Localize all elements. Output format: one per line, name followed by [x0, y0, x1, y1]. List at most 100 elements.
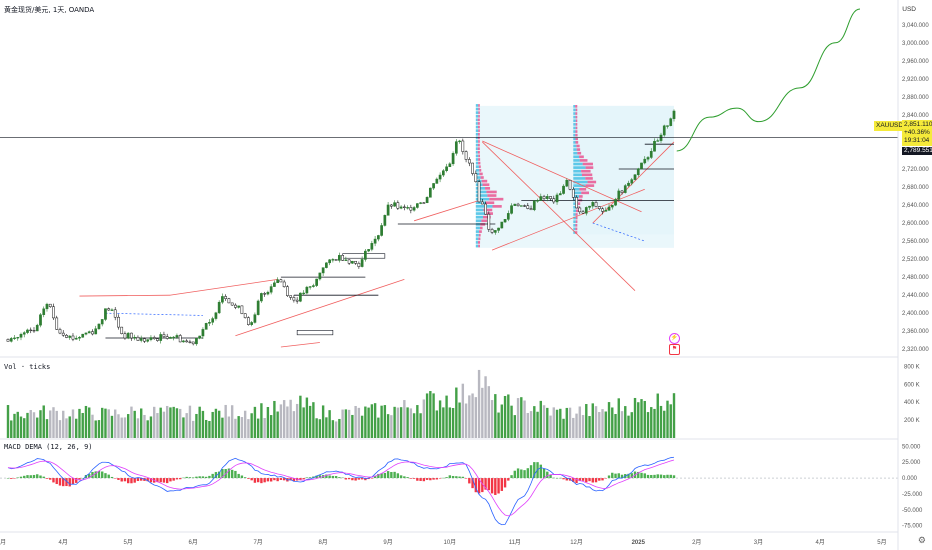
candle[interactable] [178, 335, 182, 343]
candle[interactable] [643, 158, 647, 164]
candle[interactable] [396, 202, 400, 209]
candle[interactable] [364, 250, 367, 260]
candle[interactable] [607, 206, 611, 211]
candle[interactable] [9, 338, 13, 342]
candle[interactable] [558, 193, 562, 196]
candle[interactable] [227, 298, 231, 304]
candle[interactable] [344, 259, 348, 261]
candle[interactable] [188, 341, 192, 343]
signal-line[interactable] [7, 459, 675, 517]
candle[interactable] [497, 227, 500, 231]
candle[interactable] [419, 202, 422, 204]
candle[interactable] [451, 153, 455, 165]
dashed-trend-line[interactable] [105, 312, 203, 316]
candle[interactable] [325, 262, 328, 268]
candle[interactable] [123, 333, 127, 339]
trend-line[interactable] [413, 200, 480, 222]
candle[interactable] [536, 200, 539, 202]
macd-indicator-label[interactable]: MACD DEMA (12, 26, 9) [4, 443, 93, 451]
candle[interactable] [506, 213, 510, 220]
candle[interactable] [636, 168, 640, 176]
candle[interactable] [532, 200, 536, 211]
candle[interactable] [195, 337, 198, 345]
candle[interactable] [331, 259, 335, 261]
candle[interactable] [474, 173, 478, 182]
candle[interactable] [539, 196, 543, 201]
symbol-header[interactable]: 黄金现货/美元, 1天, OANDA [4, 6, 95, 14]
candle[interactable] [107, 308, 111, 311]
candle[interactable] [377, 235, 380, 240]
candle[interactable] [302, 292, 305, 295]
candle[interactable] [666, 125, 669, 127]
candle[interactable] [584, 207, 588, 214]
candle[interactable] [484, 203, 487, 215]
candle[interactable] [260, 293, 263, 302]
candle[interactable] [552, 198, 556, 203]
candle[interactable] [370, 243, 374, 250]
candle[interactable] [48, 303, 52, 307]
candle[interactable] [328, 259, 331, 264]
currency-label[interactable]: USD [902, 6, 916, 13]
candle[interactable] [312, 285, 315, 287]
gear-icon[interactable]: ⚙ [917, 535, 926, 545]
price-pane[interactable] [0, 8, 898, 348]
candle[interactable] [263, 293, 267, 295]
candle[interactable] [130, 332, 133, 339]
candle[interactable] [529, 208, 533, 211]
candle[interactable] [555, 194, 559, 203]
candle[interactable] [91, 331, 94, 335]
candle[interactable] [454, 141, 458, 154]
candle[interactable] [295, 299, 299, 302]
candle[interactable] [159, 334, 163, 341]
candle[interactable] [65, 334, 68, 338]
candle[interactable] [201, 329, 205, 337]
trend-channel-lower[interactable] [235, 279, 405, 337]
candle[interactable] [175, 335, 179, 338]
candle[interactable] [490, 229, 494, 233]
candle[interactable] [250, 322, 254, 325]
candle[interactable] [198, 335, 202, 339]
candle[interactable] [299, 292, 302, 302]
candle[interactable] [630, 179, 634, 184]
candle[interactable] [217, 301, 221, 314]
candle[interactable] [136, 336, 140, 341]
lightning-icon[interactable]: ⚡ [669, 333, 680, 344]
candle[interactable] [71, 335, 75, 340]
candle[interactable] [100, 319, 104, 325]
candle[interactable] [172, 336, 176, 339]
candle[interactable] [422, 202, 426, 204]
candle[interactable] [487, 213, 491, 230]
candle[interactable] [234, 304, 237, 308]
candle[interactable] [412, 207, 416, 211]
candle[interactable] [445, 166, 448, 171]
candle[interactable] [510, 205, 513, 214]
candle[interactable] [523, 205, 526, 207]
candle[interactable] [383, 215, 387, 226]
candle[interactable] [458, 140, 461, 143]
candle[interactable] [448, 163, 452, 168]
candle[interactable] [351, 260, 354, 264]
candle[interactable] [480, 201, 484, 205]
candle[interactable] [390, 204, 393, 207]
consolidation-box[interactable] [296, 330, 334, 336]
candle[interactable] [315, 278, 318, 286]
candle[interactable] [256, 300, 260, 315]
candle[interactable] [347, 259, 351, 264]
candle[interactable] [152, 337, 156, 339]
candle[interactable] [237, 305, 241, 308]
candle[interactable] [204, 323, 208, 330]
candle[interactable] [182, 340, 185, 343]
candle[interactable] [185, 340, 189, 343]
candle[interactable] [594, 202, 598, 207]
candle[interactable] [126, 332, 130, 339]
candle[interactable] [516, 203, 520, 207]
candle[interactable] [269, 286, 273, 293]
candle[interactable] [545, 196, 549, 199]
symbol-title[interactable]: 黄金现货/美元 [4, 6, 49, 14]
candle[interactable] [620, 190, 624, 193]
candle[interactable] [406, 207, 409, 209]
volume-indicator-label[interactable]: Vol · ticks [4, 363, 51, 371]
candle[interactable] [117, 316, 120, 328]
candle[interactable] [208, 322, 211, 324]
candle[interactable] [165, 336, 169, 339]
